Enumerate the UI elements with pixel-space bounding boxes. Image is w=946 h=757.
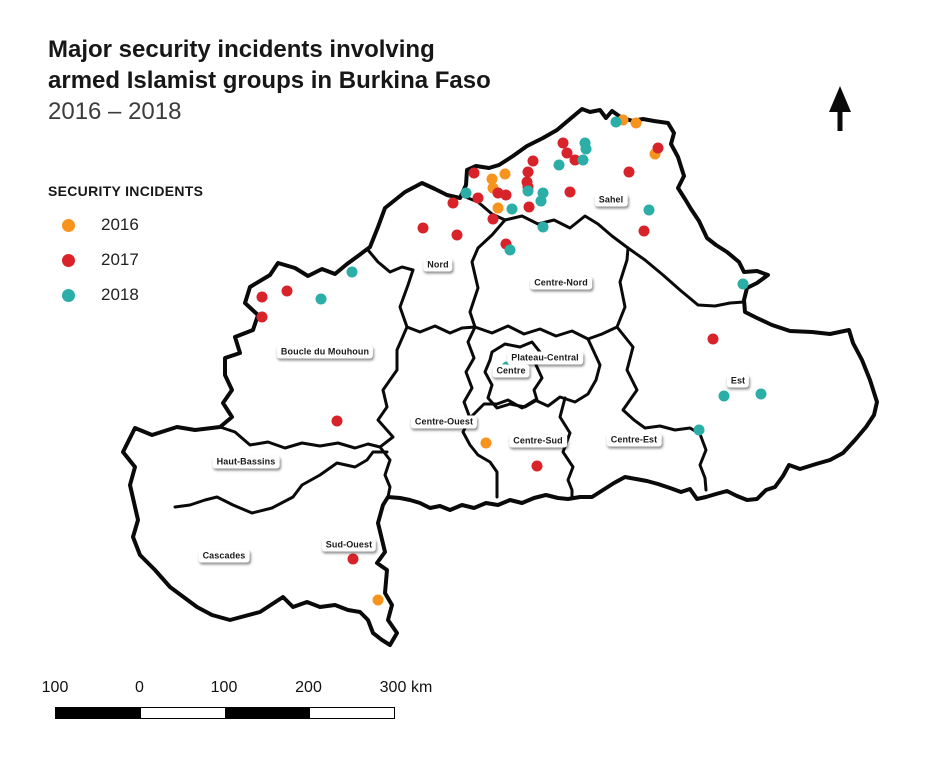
legend-item-label: 2018 — [101, 285, 139, 304]
incident-dot-2016 — [630, 117, 642, 129]
scalebar-tick-label: 300 — [379, 679, 407, 696]
incident-dot-2017 — [331, 415, 343, 427]
border-nord-centrenord — [468, 218, 507, 329]
incident-dot-2018 — [643, 204, 655, 216]
border-hautbassins-north — [218, 425, 382, 450]
incident-dot-2018 — [504, 244, 516, 256]
incident-dot-2018 — [693, 424, 705, 436]
incident-dot-2017 — [347, 553, 359, 565]
title-subtitle: 2016 – 2018 — [48, 98, 182, 125]
incident-dot-2018 — [506, 203, 518, 215]
incident-dot-2018 — [315, 293, 327, 305]
incident-dot-2018 — [460, 187, 472, 199]
scalebar — [55, 707, 395, 719]
incident-dot-2018 — [580, 143, 592, 155]
incident-dot-2018 — [755, 388, 767, 400]
incident-dot-2017 — [569, 154, 581, 166]
legend-item-label: 2017 — [101, 250, 139, 269]
scalebar-tick-label: 200 — [295, 679, 322, 696]
incident-dot-2018 — [610, 116, 622, 128]
incident-dot-2018 — [737, 278, 749, 290]
incident-dot-2017 — [451, 229, 463, 241]
north-arrow-icon — [829, 86, 851, 131]
incident-dot-2017 — [531, 460, 543, 472]
incident-dot-2017 — [522, 166, 534, 178]
legend-items: 2016 2017 2018 — [46, 215, 203, 305]
incident-dot-2017 — [623, 166, 635, 178]
region-borders — [121, 107, 879, 647]
scalebar-segment — [140, 708, 225, 718]
incident-dot-2018 — [535, 195, 547, 207]
page-title: Major security incidents involving armed… — [48, 34, 491, 127]
incident-dot-2018 — [553, 159, 565, 171]
incident-dot-2017 — [652, 142, 664, 154]
legend-item-label: 2016 — [101, 215, 139, 234]
border-boucle-east — [376, 268, 415, 499]
incident-dot-2016 — [372, 594, 384, 606]
incident-dot-2018 — [346, 266, 358, 278]
scalebar-segment — [309, 708, 394, 718]
border-est-west — [615, 246, 708, 492]
legend-heading: SECURITY INCIDENTS — [48, 183, 204, 199]
incident-dot-2016 — [480, 437, 492, 449]
scalebar-tick-label: 100 — [41, 679, 69, 696]
legend-dot-icon — [62, 218, 75, 232]
incident-dot-2017 — [487, 213, 499, 225]
incident-dot-2017 — [564, 186, 576, 198]
incident-dot-2017 — [447, 197, 459, 209]
scalebar-tick-label: 100 — [210, 679, 238, 696]
incident-dot-2016 — [486, 173, 498, 185]
border-nord-boucle — [366, 248, 415, 274]
incident-dot-2017 — [527, 155, 539, 167]
border-centrenord-south — [473, 324, 619, 341]
incident-dot-2018 — [501, 361, 513, 373]
legend: SECURITY INCIDENTS 2016 2017 2018 — [46, 183, 203, 320]
legend-dot-icon — [62, 288, 75, 302]
scalebar-tick-label: 0 — [135, 679, 144, 696]
incident-dot-2017 — [472, 192, 484, 204]
incident-dot-2018 — [577, 154, 589, 166]
incident-dot-2017 — [707, 333, 719, 345]
scalebar-unit-label: km — [411, 679, 433, 696]
incident-dot-2018 — [718, 390, 730, 402]
incident-dot-2017 — [281, 285, 293, 297]
incident-dot-2017 — [557, 137, 569, 149]
scalebar-segment — [225, 708, 310, 718]
scalebar-labels: 100 0 100 200 300 km — [0, 679, 460, 699]
incident-dot-2017 — [468, 167, 480, 179]
incident-dot-2017 — [500, 189, 512, 201]
title-line-1: Major security incidents involving — [48, 36, 435, 63]
border-hautbassins-cascades — [173, 450, 389, 515]
legend-item: 2016 — [46, 215, 203, 235]
incident-dot-2018 — [537, 221, 549, 233]
border-centreouest-north — [405, 324, 477, 335]
border-centresud-centreest — [558, 396, 575, 500]
incident-dots-layer — [256, 114, 767, 606]
incident-dot-2017 — [256, 311, 268, 323]
country-outline — [121, 107, 879, 647]
legend-item: 2018 — [46, 285, 203, 305]
incident-dot-2016 — [492, 202, 504, 214]
incident-dot-2017 — [256, 291, 268, 303]
border-centre — [483, 340, 544, 410]
incident-dot-2017 — [417, 222, 429, 234]
incident-dot-2017 — [523, 201, 535, 213]
incident-dot-2018 — [522, 185, 534, 197]
incident-dot-2016 — [499, 168, 511, 180]
legend-item: 2017 — [46, 250, 203, 270]
legend-dot-icon — [62, 253, 75, 267]
scalebar-segment — [56, 708, 141, 718]
incident-dot-2017 — [638, 225, 650, 237]
border-plateaucentral — [468, 337, 602, 420]
title-line-2: armed Islamist groups in Burkina Faso — [48, 67, 491, 94]
incident-dot-2017 — [561, 147, 573, 159]
